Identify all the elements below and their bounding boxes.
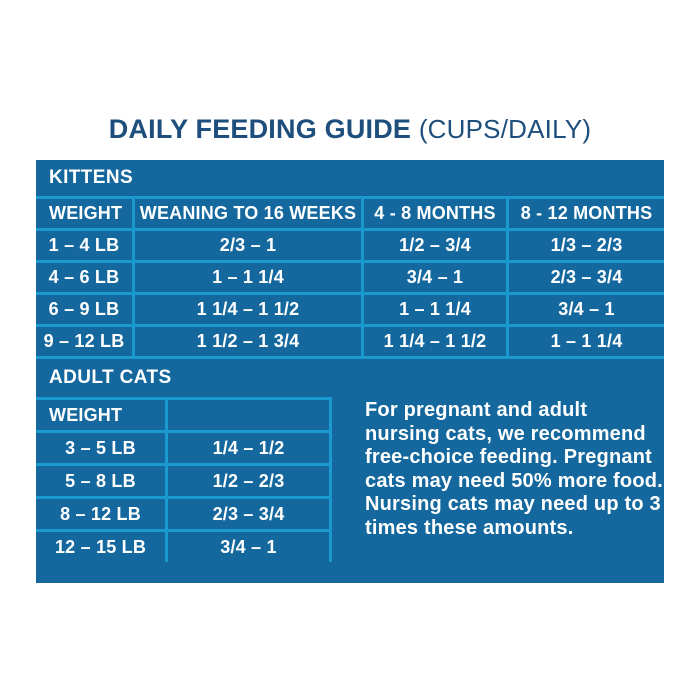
- kittens-section-label: KITTENS: [49, 167, 134, 188]
- adult-cell: 1/2 – 2/3: [168, 466, 329, 496]
- adult-cell: 1/4 – 1/2: [168, 433, 329, 463]
- adult-cell: 3 – 5 LB: [36, 433, 165, 463]
- kittens-cell: 1 1/4 – 1 1/2: [135, 295, 361, 324]
- page-title-suffix: (CUPS/DAILY): [418, 114, 592, 144]
- adult-cell: 12 – 15 LB: [36, 532, 165, 562]
- kittens-cell: 1/2 – 3/4: [364, 231, 506, 260]
- kittens-header-weight: WEIGHT: [36, 199, 132, 228]
- pregnant-nursing-note: For pregnant and adult nursing cats, we …: [365, 399, 663, 539]
- adult-header-weight: WEIGHT: [36, 400, 165, 430]
- kittens-cell: 1 – 1 1/4: [509, 327, 664, 356]
- kittens-cell: 3/4 – 1: [509, 295, 664, 324]
- kittens-header-weaning: WEANING TO 16 WEEKS: [135, 199, 361, 228]
- adult-header-empty: [168, 400, 329, 430]
- page-title-main: DAILY FEEDING GUIDE: [108, 114, 419, 144]
- adult-cats-section: WEIGHT 3 – 5 LB 1/4 – 1/2 5 – 8 LB 1/2 –…: [36, 397, 664, 562]
- kittens-header-8-12-months: 8 - 12 MONTHS: [509, 199, 664, 228]
- kittens-cell: 1 – 4 LB: [36, 231, 132, 260]
- kittens-cell: 3/4 – 1: [364, 263, 506, 292]
- adult-cell: 8 – 12 LB: [36, 499, 165, 529]
- kittens-table: WEIGHT WEANING TO 16 WEEKS 4 - 8 MONTHS …: [36, 196, 664, 359]
- kittens-cell: 1/3 – 2/3: [509, 231, 664, 260]
- kittens-header-4-8-months: 4 - 8 MONTHS: [364, 199, 506, 228]
- page-title: DAILY FEEDING GUIDE (CUPS/DAILY): [0, 0, 700, 146]
- adult-cell: 3/4 – 1: [168, 532, 329, 562]
- kittens-cell: 1 – 1 1/4: [135, 263, 361, 292]
- kittens-cell: 2/3 – 1: [135, 231, 361, 260]
- kittens-cell: 1 – 1 1/4: [364, 295, 506, 324]
- kittens-cell: 9 – 12 LB: [36, 327, 132, 356]
- adult-cats-table: WEIGHT 3 – 5 LB 1/4 – 1/2 5 – 8 LB 1/2 –…: [36, 397, 332, 562]
- kittens-cell: 4 – 6 LB: [36, 263, 132, 292]
- kittens-cell: 2/3 – 3/4: [509, 263, 664, 292]
- feeding-guide-panel: KITTENS WEIGHT WEANING TO 16 WEEKS 4 - 8…: [36, 160, 664, 583]
- adult-cats-section-label: ADULT CATS: [49, 367, 172, 388]
- adult-cell: 5 – 8 LB: [36, 466, 165, 496]
- kittens-cell: 6 – 9 LB: [36, 295, 132, 324]
- adult-cell: 2/3 – 3/4: [168, 499, 329, 529]
- kittens-cell: 1 1/4 – 1 1/2: [364, 327, 506, 356]
- kittens-cell: 1 1/2 – 1 3/4: [135, 327, 361, 356]
